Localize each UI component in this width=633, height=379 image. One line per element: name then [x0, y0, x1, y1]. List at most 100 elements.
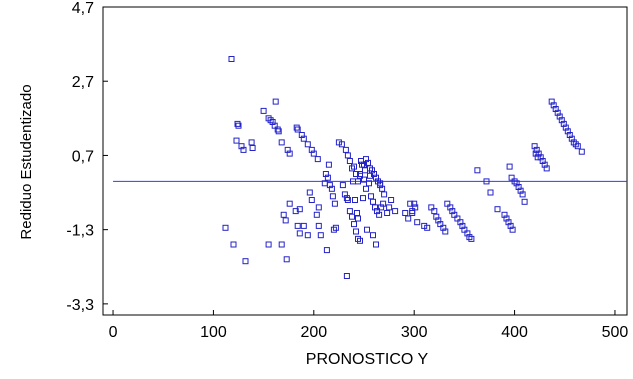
- data-point: [304, 232, 311, 239]
- data-point: [353, 228, 359, 235]
- data-point: [240, 146, 247, 153]
- data-point: [357, 237, 363, 244]
- data-point: [381, 191, 388, 198]
- data-point: [325, 161, 332, 168]
- data-point: [358, 158, 364, 164]
- data-point: [405, 215, 412, 222]
- data-point: [451, 211, 458, 218]
- data-point: [328, 185, 335, 192]
- data-point: [442, 228, 449, 235]
- data-point: [300, 222, 307, 229]
- data-point: [294, 222, 301, 229]
- data-point: [431, 208, 438, 215]
- data-point: [360, 195, 366, 202]
- data-point: [487, 189, 494, 196]
- data-point: [521, 198, 528, 205]
- points-layer: [222, 56, 585, 279]
- y-tick-label: 0,7: [72, 148, 94, 165]
- data-point: [388, 197, 395, 203]
- data-point: [275, 128, 282, 135]
- data-point: [361, 176, 367, 183]
- data-point: [323, 247, 330, 254]
- data-point: [351, 163, 357, 170]
- data-point: [414, 219, 421, 226]
- ticks-layer: 0 100 200 300 400 500 4,7 2,7 0,7 -1,3 -3,3: [66, 0, 628, 341]
- data-point: [329, 193, 336, 200]
- data-point: [407, 200, 414, 207]
- data-point: [234, 120, 241, 127]
- x-tick-label: 100: [200, 324, 227, 341]
- data-point: [357, 171, 363, 177]
- data-point: [384, 210, 391, 216]
- data-point: [278, 241, 285, 248]
- data-point: [228, 56, 235, 62]
- data-point: [411, 200, 418, 207]
- data-point: [344, 197, 351, 203]
- data-point: [483, 178, 490, 185]
- data-point: [293, 124, 300, 131]
- data-point: [278, 139, 285, 146]
- data-point: [392, 208, 399, 215]
- data-point: [222, 224, 229, 231]
- data-point: [376, 211, 383, 218]
- data-point: [292, 208, 299, 215]
- data-point: [296, 206, 303, 213]
- data-point: [506, 163, 513, 170]
- data-point: [386, 204, 393, 211]
- data-point: [543, 165, 550, 172]
- data-point: [274, 126, 281, 133]
- data-point: [351, 221, 357, 228]
- data-point: [315, 204, 322, 211]
- y-tick-label: 2,7: [72, 74, 94, 91]
- data-point: [355, 178, 361, 185]
- data-point: [424, 224, 431, 231]
- data-point: [306, 189, 313, 196]
- x-tick-label: 400: [501, 324, 528, 341]
- data-point: [468, 235, 475, 242]
- data-point: [304, 141, 311, 148]
- data-point: [409, 210, 416, 216]
- data-point: [343, 195, 350, 202]
- data-point: [474, 167, 481, 174]
- data-point: [294, 126, 301, 133]
- data-point: [352, 197, 358, 203]
- data-point: [353, 171, 359, 177]
- data-point: [248, 139, 255, 146]
- data-point: [280, 211, 287, 218]
- data-point: [364, 226, 370, 233]
- data-point: [349, 213, 355, 220]
- data-point: [286, 150, 293, 157]
- data-point: [230, 241, 237, 248]
- x-tick-label: 500: [602, 324, 629, 341]
- x-tick-label: 200: [300, 324, 327, 341]
- x-tick-label: 300: [401, 324, 428, 341]
- data-point: [346, 158, 353, 164]
- data-point: [310, 150, 317, 157]
- data-point: [313, 211, 320, 218]
- data-point: [332, 224, 339, 231]
- data-point: [509, 226, 516, 233]
- data-point: [331, 200, 338, 207]
- data-point: [574, 143, 581, 150]
- data-point: [366, 180, 372, 187]
- data-point: [507, 222, 514, 229]
- y-axis-label: Rediduo Estudentizado: [18, 84, 35, 239]
- data-point: [272, 98, 279, 105]
- data-point: [249, 145, 256, 151]
- data-point: [296, 230, 303, 237]
- x-tick-label: 0: [109, 324, 118, 341]
- data-point: [370, 232, 376, 239]
- y-tick-label: -3,3: [66, 297, 94, 314]
- data-point: [519, 191, 526, 198]
- data-point: [355, 215, 361, 222]
- data-point: [377, 180, 384, 187]
- data-point: [380, 200, 387, 207]
- data-point: [373, 241, 379, 248]
- data-point: [370, 198, 376, 205]
- y-tick-label: 4,7: [72, 0, 94, 17]
- data-point: [286, 200, 293, 207]
- data-point: [343, 273, 350, 279]
- data-point: [578, 148, 585, 155]
